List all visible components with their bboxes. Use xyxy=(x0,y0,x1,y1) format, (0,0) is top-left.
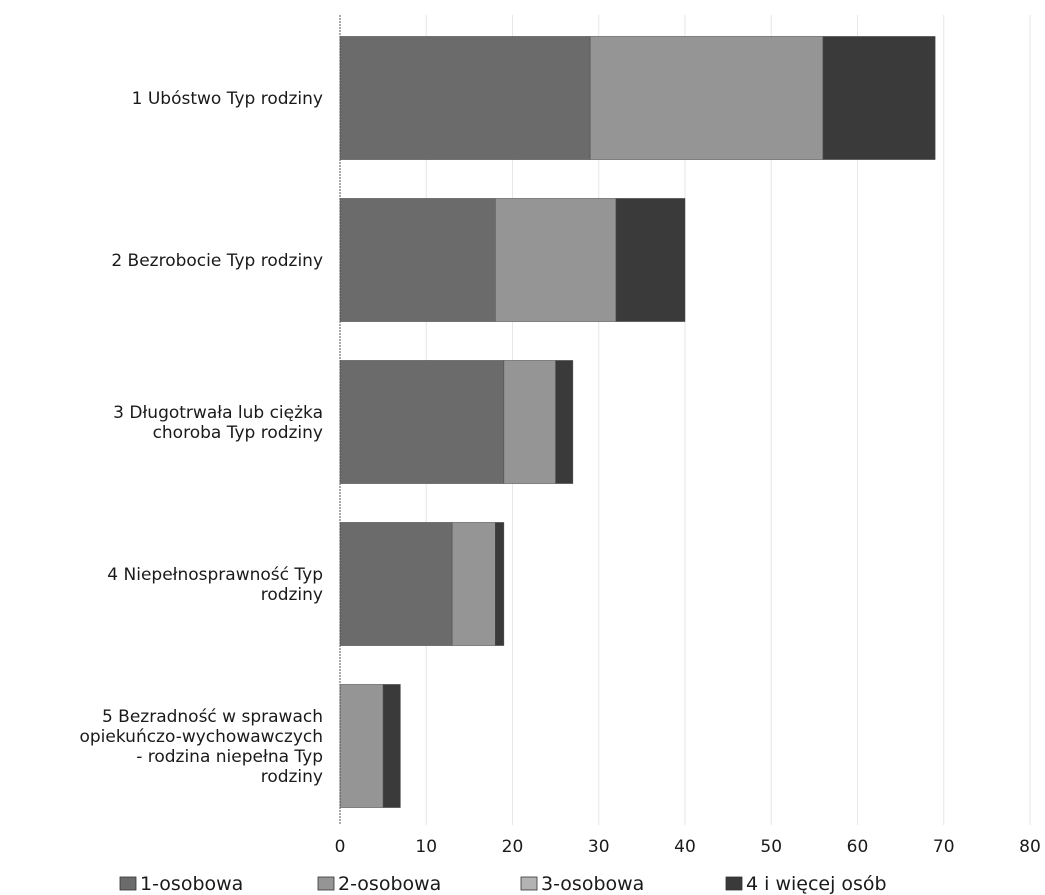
bar-segment-cat1-series4 xyxy=(822,36,936,160)
legend-swatch-3 xyxy=(520,876,538,891)
category-label-line: rodziny xyxy=(261,767,323,787)
bar-segment-cat3-series1 xyxy=(339,360,505,484)
category-label-line: - rodzina niepełna Typ xyxy=(136,747,323,767)
x-tick-label-80: 80 xyxy=(1019,837,1041,857)
legend-swatch-4 xyxy=(725,876,743,891)
bar-segment-cat4-series1 xyxy=(339,522,453,646)
category-label-5: 5 Bezradność w sprawach opiekuńczo-wychow… xyxy=(79,707,323,787)
category-label-line: 1 Ubóstwo Typ rodziny xyxy=(132,89,323,109)
category-label-line: opiekuńczo-wychowawczych xyxy=(79,727,323,747)
bar-segment-cat5-series4 xyxy=(382,684,401,808)
legend-label-1: 1-osobowa xyxy=(140,873,243,895)
category-label-line: choroba Typ rodziny xyxy=(153,423,323,443)
legend-label-3: 3-osobowa xyxy=(541,873,644,895)
x-tick-label-50: 50 xyxy=(760,837,782,857)
category-label-2: 2 Bezrobocie Typ rodziny xyxy=(111,251,323,271)
x-tick-label-20: 20 xyxy=(502,837,524,857)
x-tick-label-30: 30 xyxy=(588,837,610,857)
bars xyxy=(339,36,936,808)
bar-segment-cat2-series4 xyxy=(615,198,686,322)
category-label-4: 4 Niepełnosprawność Typ rodziny xyxy=(107,565,323,605)
bar-segment-cat3-series2 xyxy=(503,360,556,484)
x-tick-label-10: 10 xyxy=(415,837,437,857)
bar-segment-cat4-series2 xyxy=(451,522,496,646)
bar-segment-cat4-series4 xyxy=(495,522,505,646)
x-tick-label-60: 60 xyxy=(847,837,869,857)
legend: 1-osobowa 2-osobowa 3-osobowa 4 i więcej os… xyxy=(119,873,887,895)
x-tick-label-0: 0 xyxy=(335,837,346,857)
category-label-line: 4 Niepełnosprawność Typ xyxy=(107,565,323,585)
category-label-1: 1 Ubóstwo Typ rodziny xyxy=(132,89,323,109)
category-labels: 1 Ubóstwo Typ rodziny 2 Bezrobocie Typ ro… xyxy=(79,89,323,787)
bar-segment-cat5-series2 xyxy=(339,684,384,808)
legend-label-4: 4 i więcej osób xyxy=(746,873,887,895)
category-label-3: 3 Długotrwała lub ciężka choroba Typ rodz… xyxy=(113,403,323,443)
bar-segment-cat1-series2 xyxy=(589,36,824,160)
category-label-line: rodziny xyxy=(261,585,323,605)
category-label-line: 5 Bezradność w sprawach xyxy=(102,707,323,727)
bar-segment-cat2-series1 xyxy=(339,198,496,322)
bar-segment-cat3-series4 xyxy=(555,360,574,484)
x-tick-label-70: 70 xyxy=(933,837,955,857)
x-tick-labels: 0 10 20 30 40 50 60 70 80 xyxy=(335,837,1041,857)
category-label-line: 3 Długotrwała lub ciężka xyxy=(113,403,323,423)
legend-swatch-2 xyxy=(317,876,335,891)
x-tick-label-40: 40 xyxy=(674,837,696,857)
legend-label-2: 2-osobowa xyxy=(338,873,441,895)
legend-swatch-1 xyxy=(119,876,137,891)
bar-segment-cat1-series1 xyxy=(339,36,591,160)
bar-segment-cat2-series2 xyxy=(495,198,617,322)
category-label-line: 2 Bezrobocie Typ rodziny xyxy=(111,251,323,271)
